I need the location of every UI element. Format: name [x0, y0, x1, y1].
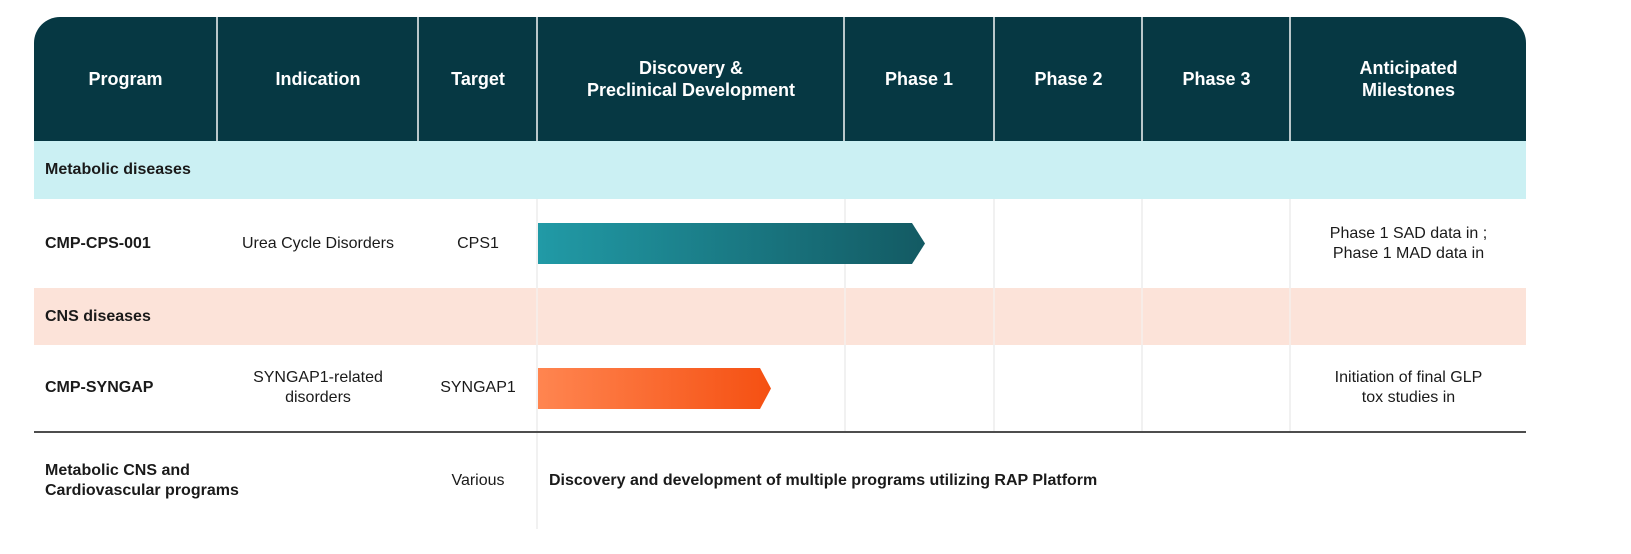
description-label: Discovery and development of multiple pr…: [549, 472, 1098, 489]
section-metabolic-diseases: Metabolic diseases: [34, 141, 1526, 199]
progress-arrow: [538, 368, 771, 409]
header-discovery: Discovery & Preclinical Development: [538, 17, 844, 141]
program-line2: Cardiovascular programs: [45, 482, 239, 499]
indication: Urea Cycle Disorders: [218, 199, 418, 288]
header-divider: [216, 17, 218, 141]
header-divider: [1141, 17, 1143, 141]
header-phase2-label: Phase 2: [1034, 69, 1103, 89]
milestone: Phase 1 SAD data in ; Phase 1 MAD data in: [1291, 199, 1526, 288]
milestone: Initiation of final GLP tox studies in: [1291, 345, 1526, 431]
progress-bar-syngap: [538, 368, 771, 409]
header-milestones: Anticipated Milestones: [1291, 17, 1526, 141]
platform-description: Discovery and development of multiple pr…: [549, 433, 1097, 529]
grid-line: [844, 288, 846, 345]
grid-line: [1141, 199, 1143, 288]
header-program-label: Program: [88, 69, 163, 89]
header-discovery-line1: Discovery &: [638, 58, 744, 78]
header-target-label: Target: [451, 69, 505, 89]
header-divider: [993, 17, 995, 141]
header-program: Program: [34, 17, 217, 141]
section-cns-diseases: CNS diseases: [34, 288, 1526, 345]
grid-line: [536, 199, 538, 288]
table-header: Program Indication Target Discovery & Pre…: [34, 17, 1526, 141]
grid-line: [844, 345, 846, 431]
target-label: SYNGAP1: [440, 379, 516, 396]
header-milestones-line1: Anticipated: [1359, 58, 1458, 78]
indication-label: Urea Cycle Disorders: [241, 234, 395, 252]
header-target: Target: [419, 17, 537, 141]
milestone-line1: Initiation of final GLP: [1334, 369, 1483, 386]
header-divider: [843, 17, 845, 141]
header-divider: [1289, 17, 1291, 141]
milestone-line1: Phase 1 SAD data in ;: [1329, 224, 1488, 242]
table-divider: [34, 431, 1526, 433]
grid-line: [1289, 288, 1291, 345]
header-phase1: Phase 1: [845, 17, 993, 141]
target: Various: [419, 433, 537, 529]
header-indication-label: Indication: [275, 69, 361, 89]
grid-line: [993, 288, 995, 345]
header-phase2: Phase 2: [995, 17, 1142, 141]
progress-bar-cps: [538, 223, 925, 264]
indication-line1: SYNGAP1-related: [253, 369, 383, 386]
program-name: CMP-SYNGAP: [45, 345, 153, 431]
program-label: CMP-CPS-001: [45, 234, 151, 252]
indication: SYNGAP1-related disorders: [218, 345, 418, 431]
progress-arrow: [538, 223, 925, 264]
grid-line: [993, 199, 995, 288]
target: CPS1: [419, 199, 537, 288]
target-label: Various: [451, 472, 505, 489]
header-phase1-label: Phase 1: [884, 69, 954, 89]
grid-line: [536, 345, 538, 431]
header-indication: Indication: [218, 17, 418, 141]
program-line1: Metabolic CNS and: [45, 462, 190, 479]
indication-line2: disorders: [285, 389, 351, 406]
program-name: CMP-CPS-001: [45, 199, 151, 288]
program-name: Metabolic CNS and Cardiovascular programs: [45, 433, 239, 529]
header-milestones-line2: Milestones: [1361, 80, 1455, 100]
section-title: Metabolic diseases: [45, 161, 191, 178]
grid-line: [536, 288, 538, 345]
milestone-line2: Phase 1 MAD data in: [1332, 244, 1485, 262]
grid-line: [1141, 288, 1143, 345]
target: SYNGAP1: [419, 345, 537, 431]
header-divider: [417, 17, 419, 141]
header-divider: [536, 17, 538, 141]
grid-line: [1289, 345, 1291, 431]
header-phase3: Phase 3: [1143, 17, 1290, 141]
header-discovery-line2: Preclinical Development: [586, 80, 796, 100]
grid-line: [536, 433, 538, 529]
grid-line: [1289, 199, 1291, 288]
grid-line: [993, 345, 995, 431]
header-phase3-label: Phase 3: [1182, 69, 1251, 89]
section-title: CNS diseases: [45, 307, 151, 325]
milestone-line2: tox studies in: [1361, 389, 1456, 406]
target-label: CPS1: [457, 234, 499, 252]
grid-line: [1141, 345, 1143, 431]
program-label: CMP-SYNGAP: [45, 379, 154, 396]
